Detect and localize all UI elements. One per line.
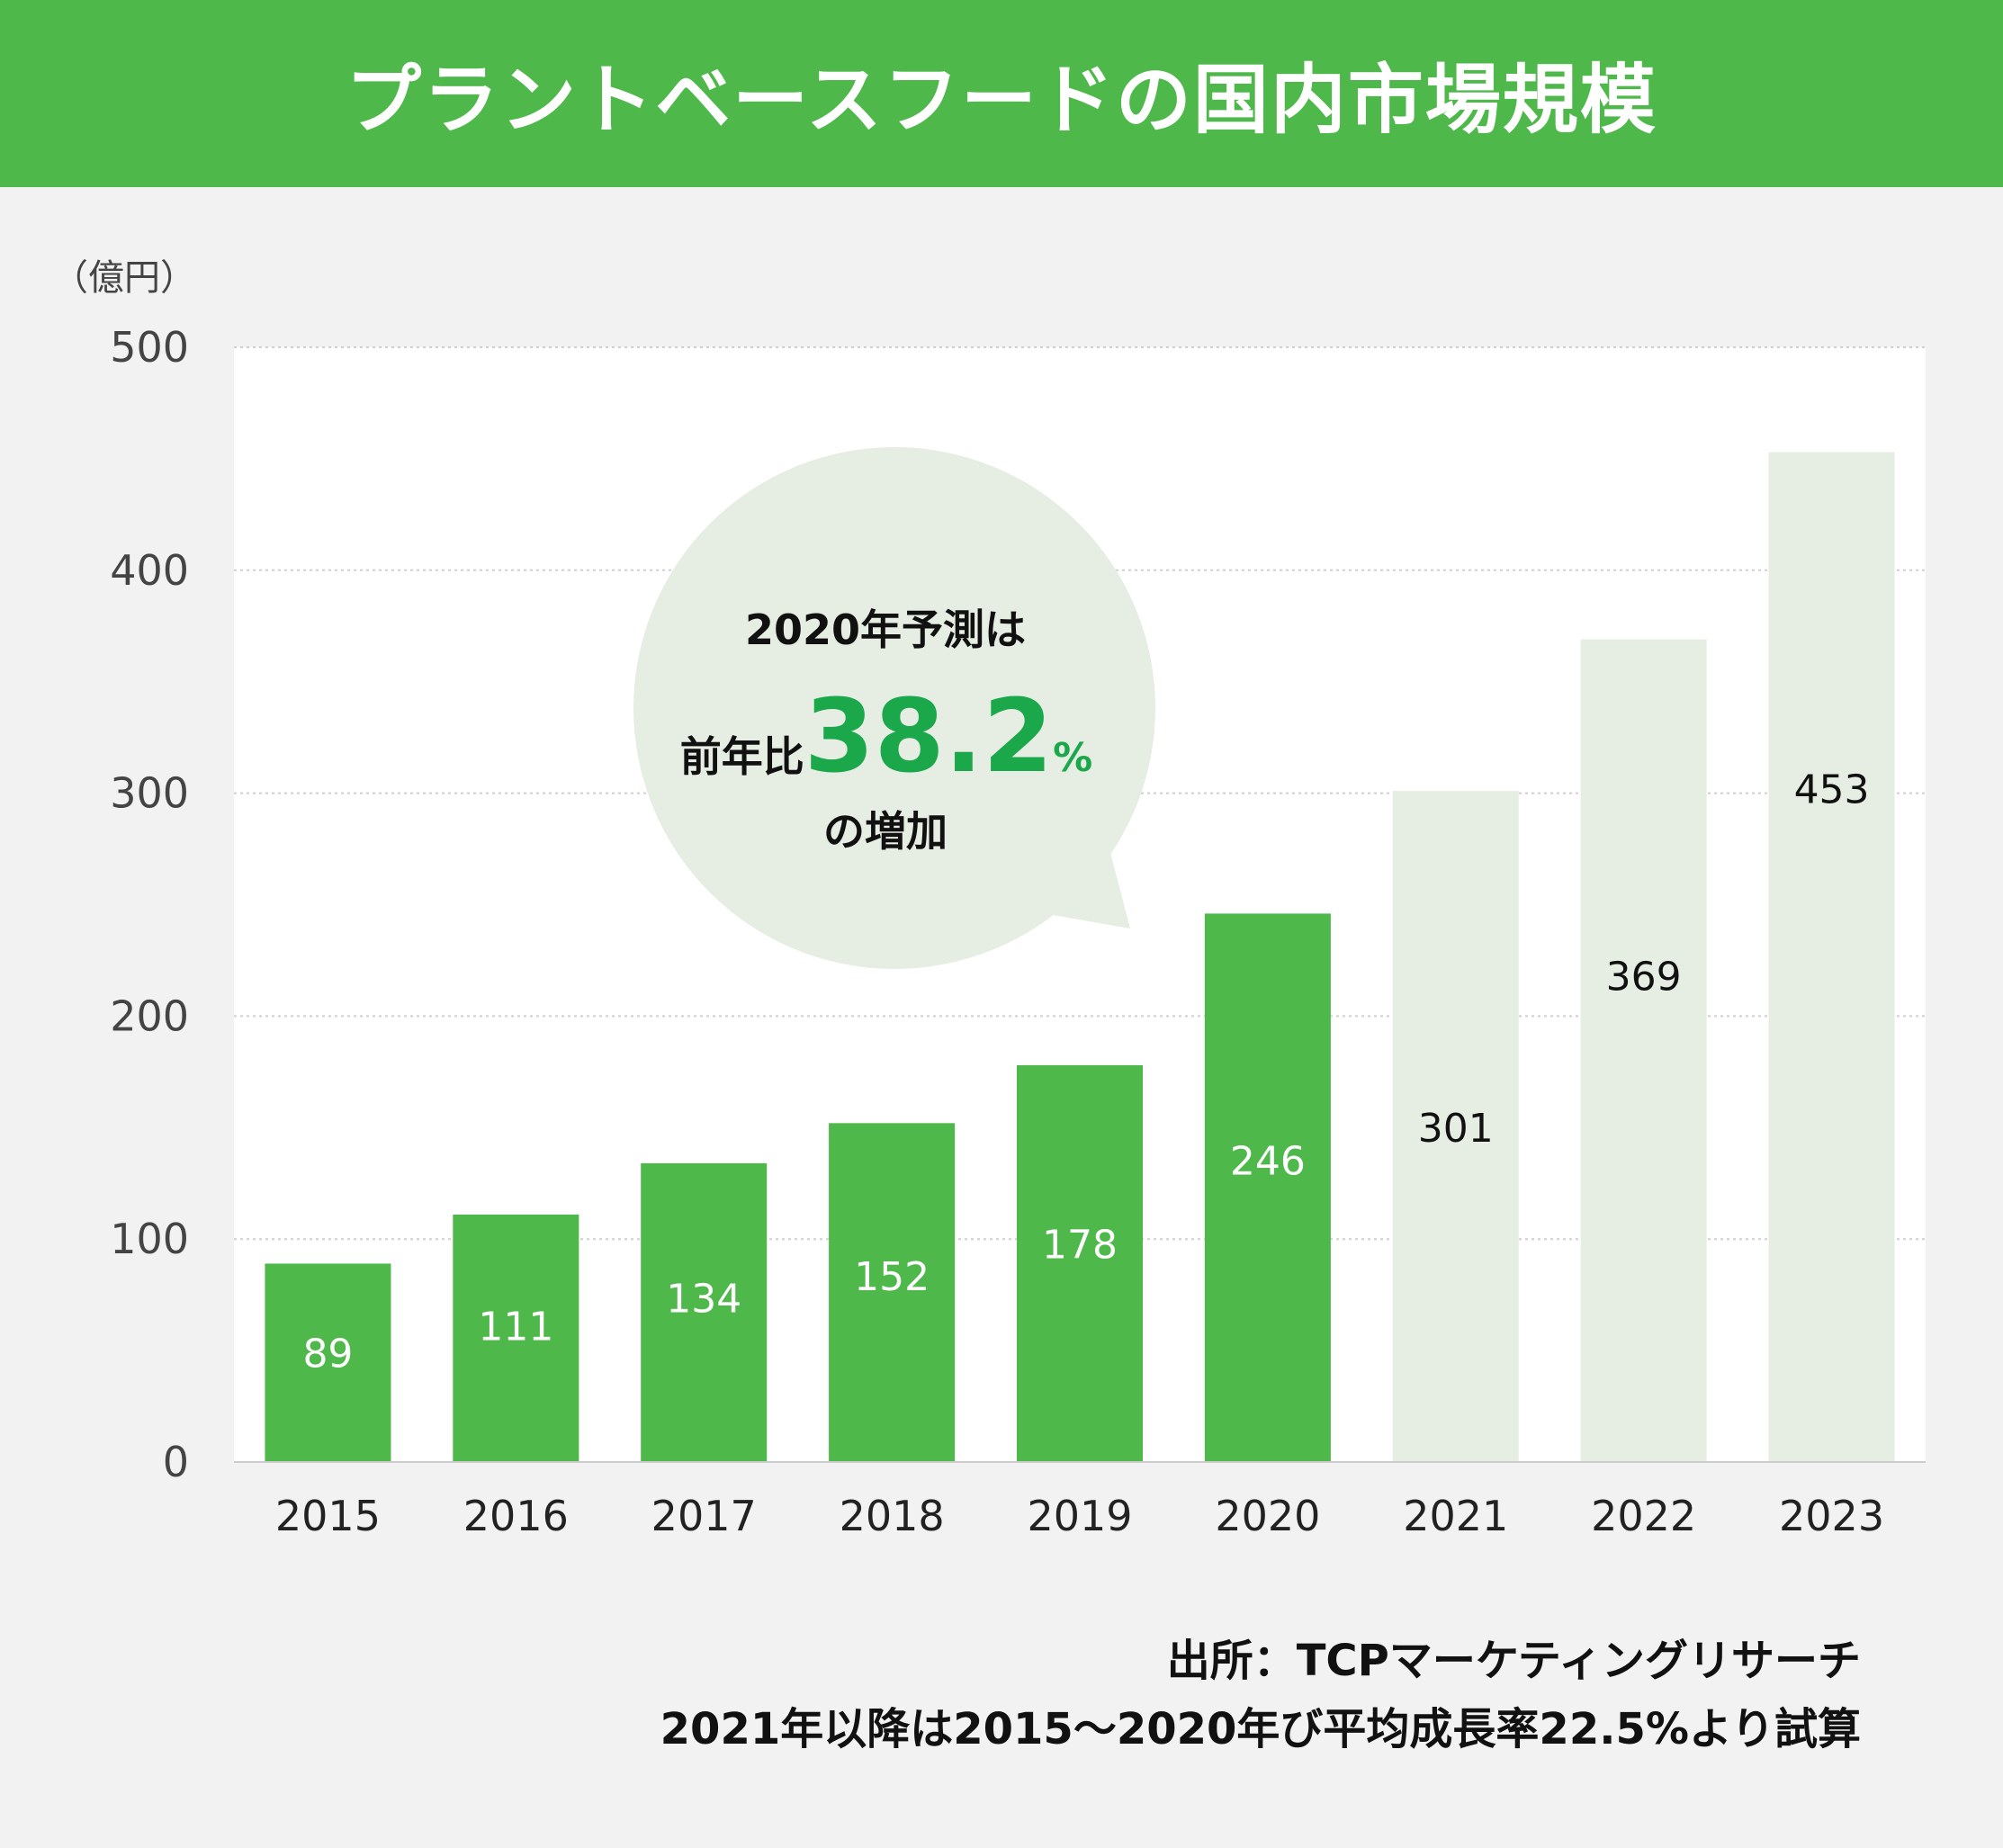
bar bbox=[453, 1214, 579, 1462]
bar bbox=[1204, 913, 1331, 1462]
callout-prefix: 前年比 bbox=[680, 732, 804, 781]
x-tick-label: 2016 bbox=[463, 1492, 569, 1540]
bar-forecast bbox=[1392, 791, 1519, 1462]
y-tick-label: 400 bbox=[110, 546, 189, 595]
x-tick-label: 2018 bbox=[840, 1492, 945, 1540]
bar bbox=[641, 1162, 768, 1462]
bar-value-labels: 89 111 134 152 178 246 301 369 453 bbox=[302, 767, 1869, 1377]
y-axis-unit-label: （億円） bbox=[52, 257, 196, 299]
footer: 出所：TCPマーケティングリサーチ 2021年以降は2015～2020年び平均成… bbox=[660, 1627, 1861, 1763]
x-tick-label: 2015 bbox=[275, 1492, 381, 1540]
bar-value-label: 301 bbox=[1418, 1106, 1494, 1152]
callout-line3: の増加 bbox=[823, 807, 948, 856]
bar-forecast bbox=[1768, 452, 1895, 1462]
bar-value-label: 111 bbox=[478, 1305, 553, 1350]
callout-tail bbox=[1017, 846, 1130, 928]
x-tick-label: 2020 bbox=[1215, 1492, 1320, 1540]
x-tick-label: 2023 bbox=[1779, 1492, 1884, 1540]
bar-value-label: 246 bbox=[1230, 1139, 1306, 1185]
y-tick-label: 200 bbox=[110, 991, 189, 1040]
callout-circle bbox=[633, 447, 1155, 969]
bar bbox=[1017, 1064, 1143, 1462]
callout-bubble: 2020年予測は 前年比38.2% の増加 bbox=[633, 447, 1155, 969]
chart-title: プラントベースフードの国内市場規模 bbox=[346, 55, 1657, 144]
bar-value-label: 89 bbox=[302, 1332, 353, 1377]
bar bbox=[265, 1263, 391, 1462]
forecast-note: 2021年以降は2015～2020年び平均成長率22.5%より試算 bbox=[660, 1704, 1861, 1754]
bar bbox=[829, 1123, 956, 1462]
callout-line2: 前年比38.2% bbox=[680, 678, 1092, 795]
x-tick-label: 2017 bbox=[651, 1492, 757, 1540]
y-tick-label: 100 bbox=[110, 1215, 189, 1263]
y-tick-label: 0 bbox=[163, 1438, 189, 1486]
bar-value-label: 369 bbox=[1606, 955, 1682, 1000]
y-tick-label: 500 bbox=[110, 323, 189, 372]
y-axis-ticks: 0 100 200 300 400 500 bbox=[110, 323, 189, 1486]
bar-value-label: 134 bbox=[666, 1276, 741, 1322]
callout-unit: % bbox=[1053, 735, 1092, 781]
x-tick-label: 2021 bbox=[1403, 1492, 1508, 1540]
title-bar: プラントベースフードの国内市場規模 bbox=[0, 0, 2003, 187]
bar-value-label: 178 bbox=[1042, 1222, 1118, 1268]
x-tick-label: 2022 bbox=[1591, 1492, 1696, 1540]
callout-line1: 2020年予測は bbox=[745, 606, 1026, 654]
x-tick-label: 2019 bbox=[1027, 1492, 1132, 1540]
bars bbox=[265, 452, 1895, 1462]
x-axis-ticks: 2015 2016 2017 2018 2019 2020 2021 2022 2023 bbox=[275, 1492, 1884, 1540]
bar-value-label: 453 bbox=[1794, 767, 1870, 812]
y-tick-label: 300 bbox=[110, 769, 189, 818]
bar-value-label: 152 bbox=[854, 1254, 930, 1300]
source-note: 出所：TCPマーケティングリサーチ bbox=[1166, 1636, 1861, 1686]
callout-value: 38.2 bbox=[804, 678, 1053, 795]
bar-forecast bbox=[1580, 639, 1707, 1462]
